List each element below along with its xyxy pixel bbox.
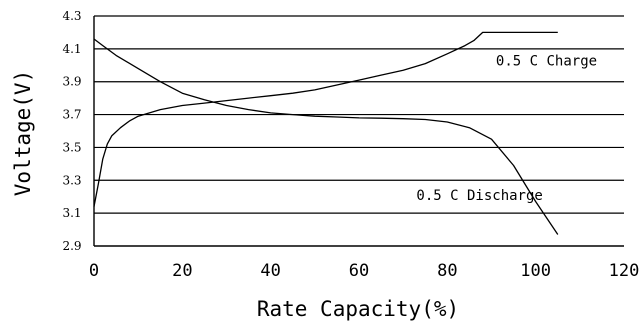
x-tick-label: 60 [349, 261, 369, 281]
x-tick-label: 100 [520, 261, 551, 281]
x-axis-title: Rate Capacity(%) [257, 297, 459, 321]
x-tick-label: 0 [89, 261, 99, 281]
series-line-discharge [93, 38, 559, 235]
series-label-charge: 0.5 C Charge [496, 53, 597, 69]
axes [93, 16, 624, 247]
x-tick-label: 40 [260, 261, 280, 281]
y-tick-label: 3.1 [62, 206, 81, 220]
x-tick-label: 120 [609, 261, 640, 281]
y-tick-label: 3.3 [62, 173, 81, 187]
tick-labels: 2.9 3.1 3.3 3.5 3.7 3.9 4.1 4.3 0 20 40 60 80 100 120 [62, 9, 639, 281]
y-tick-label: 4.3 [62, 9, 81, 23]
series-line-charge [93, 31, 558, 207]
x-tick-label: 20 [172, 261, 192, 281]
grid-lines [94, 15, 624, 214]
y-tick-label: 3.9 [62, 75, 81, 89]
y-tick-label: 3.7 [62, 108, 81, 122]
x-tick-label: 80 [437, 261, 457, 281]
y-tick-label: 3.5 [62, 140, 81, 154]
series-labels: 0.5 C Charge 0.5 C Discharge [416, 53, 597, 204]
y-tick-label: 4.1 [62, 42, 81, 56]
series-lines [93, 31, 559, 235]
series-label-discharge: 0.5 C Discharge [416, 188, 542, 204]
y-tick-label: 2.9 [62, 239, 81, 253]
y-axis-title: Voltage(V) [11, 70, 35, 196]
